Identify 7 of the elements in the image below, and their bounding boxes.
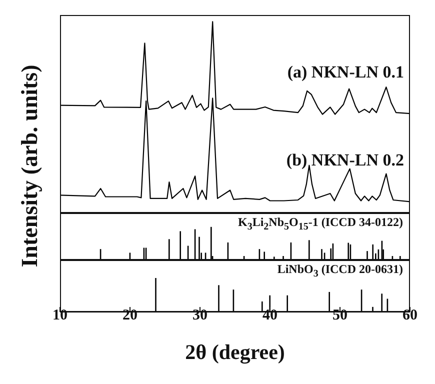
x-axis-title: 2θ (degree) [184, 340, 286, 365]
y-axis-title: Intensity (arb. units) [17, 64, 43, 268]
annotation: LiNbO$_{3}$ (ICCD 20-0631) [277, 262, 403, 282]
series-label: (a) NKN-LN 0.1 [287, 62, 404, 82]
text: K$_{3}$Li$_{2}$Nb$_{5}$O$_{15}$-1 (ICCD 34-0122) [238, 215, 403, 232]
x-tick-label: 60 [402, 308, 418, 324]
series-label: (b) NKN-LN 0.2 [286, 150, 404, 170]
